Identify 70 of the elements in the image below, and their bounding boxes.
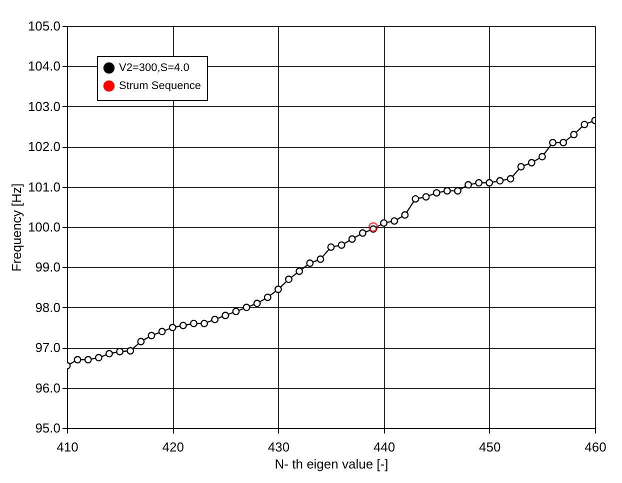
point xyxy=(296,267,304,275)
point xyxy=(274,286,282,294)
y-tick-label: 104.0 xyxy=(28,58,60,74)
point xyxy=(368,222,378,232)
x-tick-label: 460 xyxy=(584,440,606,454)
point xyxy=(358,229,366,237)
point xyxy=(327,243,335,251)
point xyxy=(232,308,240,316)
point xyxy=(316,255,324,263)
point xyxy=(432,189,440,197)
point xyxy=(84,356,92,364)
point xyxy=(94,354,102,362)
y-tick-label: 98.0 xyxy=(35,300,60,315)
y-tick-label: 99.0 xyxy=(35,260,60,275)
y-axis-title: Frequency [Hz] xyxy=(8,183,24,272)
y-tick-label: 102.0 xyxy=(28,139,60,154)
point xyxy=(148,332,156,340)
point xyxy=(486,179,494,187)
point xyxy=(242,304,250,312)
point xyxy=(570,130,578,138)
point xyxy=(338,241,346,249)
point xyxy=(158,328,166,336)
point xyxy=(222,312,230,320)
point xyxy=(390,217,398,225)
y-tick-label: 100.0 xyxy=(28,220,60,234)
point xyxy=(116,348,124,356)
legend-label: V2=300,S=4.0 xyxy=(119,62,190,74)
point xyxy=(443,187,451,195)
point xyxy=(168,324,176,332)
point xyxy=(401,211,409,219)
point xyxy=(549,138,557,146)
legend-label: Strum Sequence xyxy=(119,80,201,92)
point xyxy=(380,219,388,227)
point xyxy=(348,235,356,243)
point xyxy=(126,347,134,355)
point xyxy=(464,181,472,189)
x-tick-label: 450 xyxy=(479,440,501,454)
point xyxy=(285,276,293,284)
point xyxy=(538,152,546,160)
y-tick-label: 103.0 xyxy=(28,98,60,114)
point xyxy=(422,193,430,201)
point xyxy=(74,356,82,364)
x-tick-label: 420 xyxy=(162,440,184,454)
y-tick-label: 101.0 xyxy=(28,179,60,194)
point xyxy=(528,158,536,166)
x-tick-label: 410 xyxy=(56,440,78,454)
point xyxy=(560,138,568,146)
point xyxy=(517,162,525,170)
point xyxy=(306,259,314,267)
y-tick-label: 95.0 xyxy=(35,420,60,436)
point xyxy=(264,294,272,302)
y-tick-label: 96.0 xyxy=(35,380,60,396)
point xyxy=(475,179,483,187)
point xyxy=(454,187,462,195)
point xyxy=(105,350,113,358)
y-tick-label: 105.0 xyxy=(28,18,60,34)
x-tick-label: 430 xyxy=(268,440,290,454)
point xyxy=(506,175,514,183)
point xyxy=(496,177,504,185)
x-tick-label: 440 xyxy=(373,440,396,454)
y-tick-label: 97.0 xyxy=(35,340,60,356)
point xyxy=(190,320,198,328)
point xyxy=(200,320,208,328)
point xyxy=(580,120,588,128)
point xyxy=(137,338,145,346)
point xyxy=(412,195,420,203)
x-axis-title: N- th eigen value [-] xyxy=(274,456,388,472)
point xyxy=(179,322,187,330)
point xyxy=(253,300,261,308)
point xyxy=(211,316,219,324)
